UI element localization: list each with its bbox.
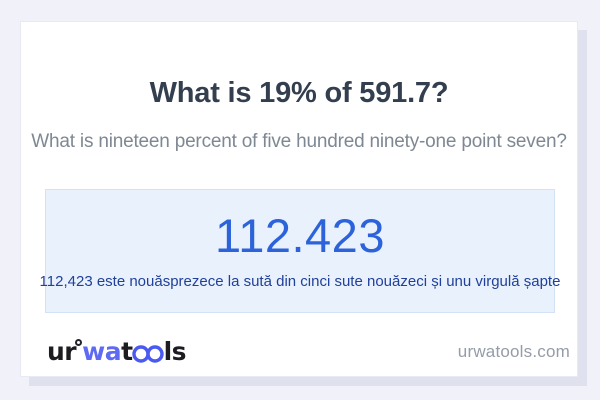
question-in-words: What is nineteen percent of five hundred… bbox=[31, 131, 567, 152]
logo-text-ur: ur bbox=[47, 336, 77, 366]
degree-mark-icon bbox=[75, 338, 83, 346]
page-title: What is 19% of 591.7? bbox=[149, 77, 449, 109]
logo-text-wa: wa bbox=[82, 336, 122, 366]
glasses-oo-icon bbox=[131, 345, 164, 363]
site-domain-text: urwatools.com bbox=[457, 342, 570, 361]
result-sentence-romanian: 112,423 este nouăsprezece la sută din ci… bbox=[39, 273, 561, 290]
result-box: 112.423 112,423 este nouăsprezece la sut… bbox=[40, 189, 560, 313]
logo-text-ls: ls bbox=[163, 336, 187, 366]
result-value: 112.423 bbox=[215, 209, 385, 262]
urwatools-logo[interactable]: ur wa t ls bbox=[47, 336, 187, 366]
result-card: What is 19% of 591.7? What is nineteen p… bbox=[20, 21, 578, 377]
logo-text-t: t bbox=[121, 336, 133, 366]
